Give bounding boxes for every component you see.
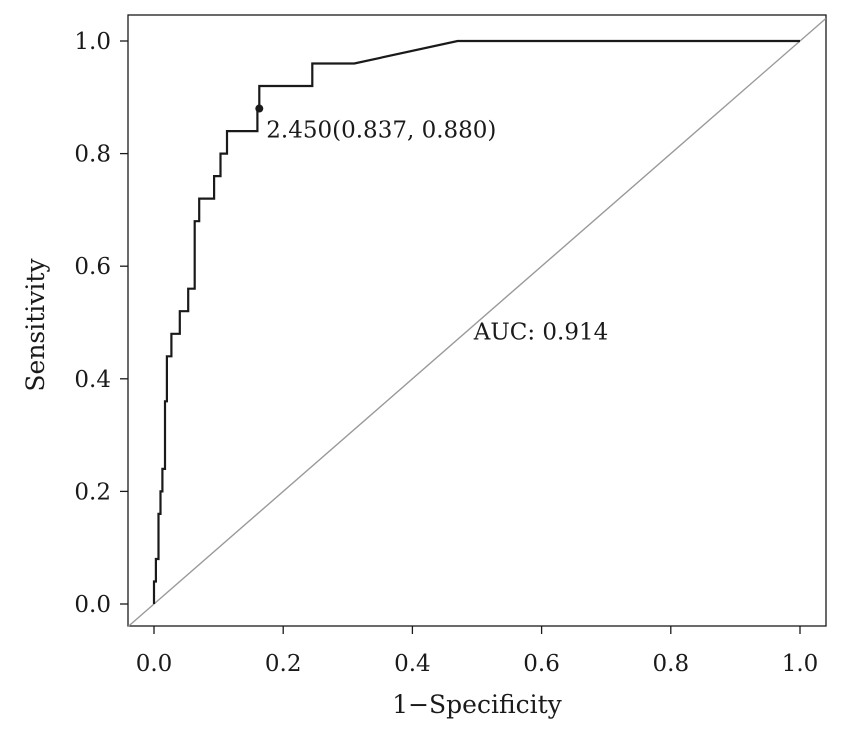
y-tick-label: 0.8 — [74, 142, 111, 168]
y-axis-title: Sensitivity — [21, 258, 50, 392]
x-tick-label: 0.6 — [523, 651, 560, 677]
y-tick-label: 0.6 — [74, 254, 111, 280]
x-axis-title: 1−Specificity — [392, 690, 562, 719]
x-tick-label: 1.0 — [782, 651, 819, 677]
y-tick-label: 0.4 — [74, 367, 111, 393]
auc-annotation: AUC: 0.914 — [473, 319, 609, 345]
x-tick-label: 0.4 — [394, 651, 431, 677]
x-tick-label: 0.2 — [265, 651, 302, 677]
x-tick-label: 0.0 — [136, 651, 173, 677]
cutoff-point-marker — [255, 104, 264, 113]
y-tick-label: 0.2 — [74, 479, 111, 505]
plot-frame — [127, 14, 827, 627]
y-tick-label: 1.0 — [74, 29, 111, 55]
y-tick-label: 0.0 — [74, 592, 111, 618]
x-tick-label: 0.8 — [653, 651, 690, 677]
reference-diagonal-line — [127, 17, 827, 628]
cutoff-annotation: 2.450(0.837, 0.880) — [266, 118, 496, 144]
y-axis-ticks: 0.0 0.2 0.4 0.6 0.8 1.0 — [74, 29, 128, 618]
x-axis-ticks: 0.0 0.2 0.4 0.6 0.8 1.0 — [136, 626, 819, 677]
